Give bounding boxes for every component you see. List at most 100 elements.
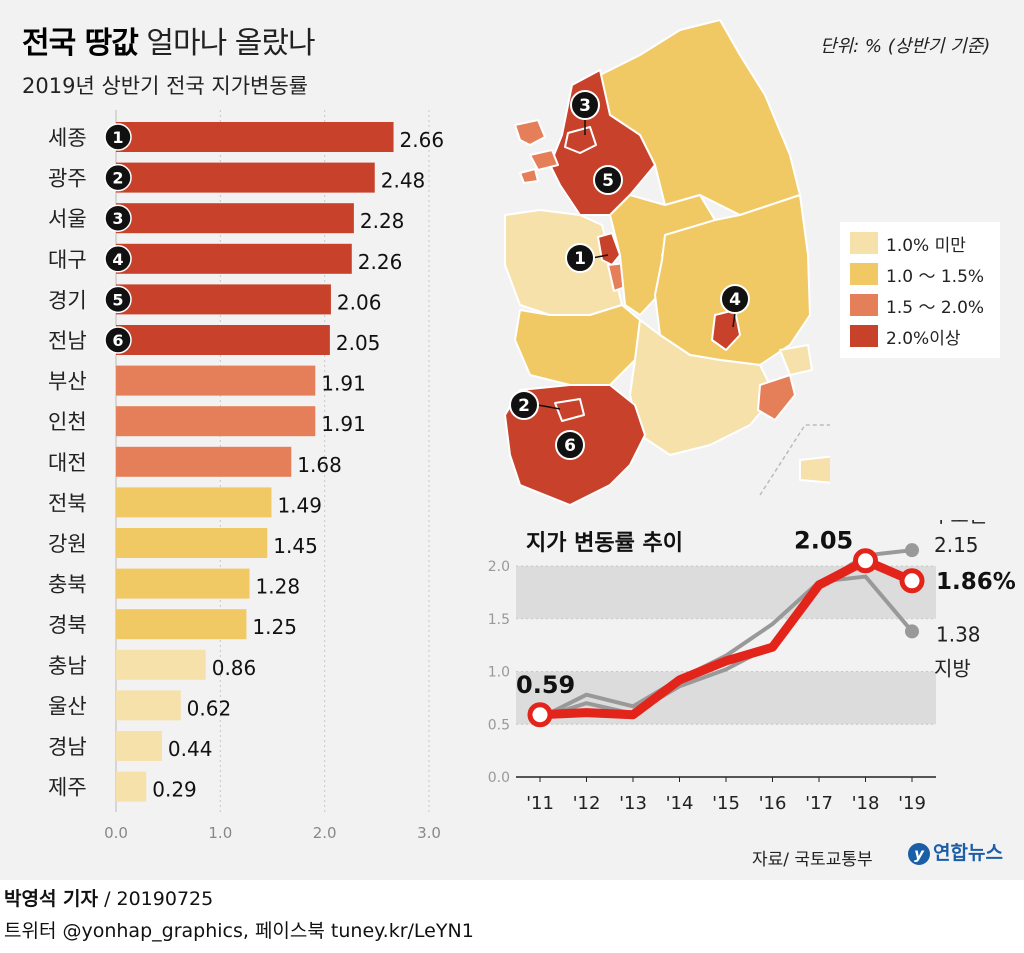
category-label: 울산 <box>48 694 87 718</box>
x-tick-label: '15 <box>712 793 740 814</box>
bar <box>116 122 394 152</box>
rank-number: 2 <box>112 169 123 188</box>
map-marker-number: 6 <box>564 436 576 456</box>
value-label: 0.44 <box>168 737 213 761</box>
capital-value: 2.15 <box>934 533 979 557</box>
x-tick-label: 1.0 <box>208 824 232 842</box>
map-marker-number: 4 <box>729 290 741 310</box>
bar <box>116 487 272 518</box>
value-label: 1.49 <box>277 493 322 517</box>
national-marker <box>853 548 878 574</box>
legend-item: 1.0 ～ 1.5% <box>850 261 984 287</box>
category-label: 전남 <box>48 329 87 353</box>
category-label: 강원 <box>48 532 87 556</box>
x-tick-label: '17 <box>805 793 833 814</box>
value-label: 2.66 <box>400 128 445 152</box>
source-note: 자료/ 국토교통부 <box>752 850 873 870</box>
category-label: 충북 <box>48 573 87 597</box>
legend-swatch <box>850 325 878 347</box>
local-label: 지방 <box>934 656 971 680</box>
x-tick-label: '14 <box>666 793 694 814</box>
national-value: 1.86% <box>936 569 1016 595</box>
region-gyeongbuk <box>654 194 811 366</box>
value-label: 1.68 <box>297 453 342 477</box>
marker-leader <box>732 312 736 328</box>
title-bold: 전국 땅값 <box>22 26 139 61</box>
y-tick-label: 0.5 <box>488 717 510 733</box>
rank-badge <box>104 285 132 314</box>
value-label: 1.28 <box>256 575 301 599</box>
x-tick-label: 3.0 <box>417 824 441 842</box>
y-tick-label: 0.0 <box>488 770 510 786</box>
reporter-credit: 박영석 기자 / 20190725 <box>4 884 213 911</box>
band-1_5-2_0 <box>516 566 936 619</box>
national-marker <box>527 702 553 728</box>
bar <box>116 325 330 355</box>
map-marker <box>509 390 539 420</box>
value-label: 1.45 <box>273 534 318 558</box>
local-value: 1.38 <box>936 622 981 646</box>
x-tick-label: 2.0 <box>313 824 337 842</box>
value-label: 2.05 <box>336 331 381 355</box>
x-tick-label: '16 <box>759 793 787 814</box>
x-tick-label: '11 <box>526 793 554 814</box>
series-end-point <box>905 543 919 558</box>
map-marker <box>593 165 623 195</box>
value-label: 1.91 <box>321 372 366 396</box>
legend-swatch <box>850 294 878 316</box>
legend-swatch <box>850 232 878 254</box>
map-marker-number: 1 <box>574 249 586 269</box>
category-label: 대구 <box>48 248 87 272</box>
map-marker <box>720 284 750 314</box>
category-label: 전북 <box>48 491 87 515</box>
legend-label: 1.5 ～ 2.0% <box>886 297 985 318</box>
national-marker <box>899 568 925 594</box>
korea-map: 1 2 3 4 5 6 <box>504 19 830 506</box>
category-label: 세종 <box>48 126 87 150</box>
legend-item: 1.0% 미만 <box>850 230 966 256</box>
social-links[interactable]: 트위터 @yonhap_graphics, 페이스북 tuney.kr/LeYN… <box>4 920 474 942</box>
bar <box>116 284 331 315</box>
title-light: 얼마나 올랐나 <box>146 26 315 61</box>
rank-number: 5 <box>112 290 123 309</box>
region-jeonbuk <box>514 304 641 386</box>
bar <box>116 446 292 477</box>
bar <box>116 731 162 761</box>
y-tick-label: 1.0 <box>488 665 510 681</box>
category-label: 대전 <box>48 451 87 475</box>
rank-number: 4 <box>112 250 123 269</box>
value-label: 1.91 <box>321 412 366 436</box>
region-busan <box>757 374 796 421</box>
value-label: 2.28 <box>360 209 405 233</box>
legend-label: 2.0%이상 <box>886 328 961 349</box>
category-label: 제주 <box>48 776 87 800</box>
rank-badge <box>104 245 132 273</box>
value-label: 1.25 <box>252 615 297 639</box>
legend-item: 2.0%이상 <box>850 323 960 349</box>
region-seoul <box>564 126 597 154</box>
bar <box>116 365 316 396</box>
line-chart-title: 지가 변동률 추이 <box>526 531 683 556</box>
region-jeju <box>799 455 830 484</box>
map-legend: 1.0% 미만 1.0 ～ 1.5% 1.5 ～ 2.0% 2.0%이상 <box>840 222 1000 358</box>
bar <box>116 406 316 437</box>
map-regions <box>504 19 830 506</box>
trend-line-chart: 0.0 0.5 1.0 1.5 2.0 '11 '12 '13 '14 '15 '16 '17 '18 '… <box>488 520 1016 814</box>
capital-label: 수도권 <box>932 520 987 527</box>
x-tick-label: '19 <box>898 793 926 814</box>
category-label: 경기 <box>48 288 87 312</box>
bar <box>116 771 147 802</box>
value-label: 2.48 <box>381 169 426 193</box>
bar <box>116 568 250 599</box>
series-line <box>538 574 914 720</box>
region-chungnam <box>504 209 623 316</box>
region-gyeongnam <box>629 319 776 456</box>
marker-leader <box>537 404 561 410</box>
region-ulsan <box>779 344 813 376</box>
legend-item: 1.5 ～ 2.0% <box>850 292 984 318</box>
map-marker-number: 3 <box>579 96 591 116</box>
legend-label: 1.0% 미만 <box>886 235 966 256</box>
yonhap-logo-icon: y <box>908 842 930 865</box>
value-label: 0.62 <box>187 696 232 720</box>
credit-date: / 20190725 <box>104 888 214 910</box>
